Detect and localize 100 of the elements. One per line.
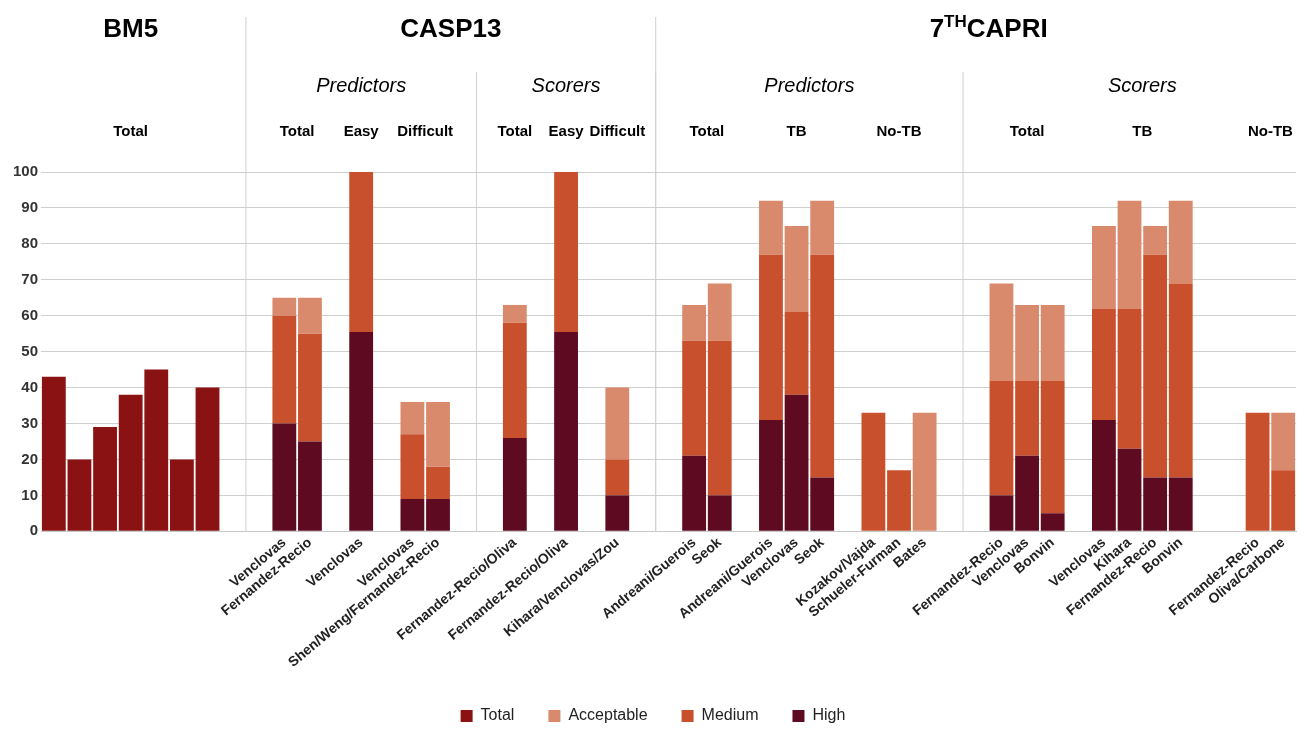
- y-tick-label: 20: [21, 449, 39, 467]
- bar: [1015, 380, 1039, 456]
- bar: [349, 172, 374, 332]
- legend-label: Total: [480, 706, 515, 724]
- y-tick-label: 50: [21, 341, 39, 359]
- bar: [784, 394, 809, 531]
- bar: [784, 225, 809, 313]
- bar: [426, 401, 450, 467]
- text: Difficult: [397, 122, 454, 139]
- y-tick-label: 100: [13, 162, 39, 180]
- bar: [707, 283, 732, 341]
- bar: [1040, 304, 1065, 381]
- bar: [682, 304, 707, 341]
- text: Total: [1009, 122, 1045, 139]
- bar: [682, 455, 707, 531]
- bar: [298, 333, 322, 442]
- text: Total: [279, 122, 315, 139]
- text: TB: [1132, 122, 1153, 139]
- bar: [272, 297, 297, 316]
- y-tick-label: 60: [21, 305, 39, 323]
- bar: [1040, 513, 1065, 531]
- legend-label: Acceptable: [568, 706, 648, 724]
- bar: [1092, 419, 1116, 531]
- bar: [1117, 200, 1142, 309]
- text: TB: [786, 122, 807, 139]
- y-tick-label: 80: [21, 234, 39, 251]
- bar: [169, 459, 194, 531]
- bar: [272, 423, 297, 531]
- bar: [759, 419, 783, 531]
- text: No-TB: [876, 122, 922, 139]
- bar: [272, 315, 297, 424]
- text: Predictors: [316, 74, 407, 96]
- bar: [1143, 254, 1168, 478]
- bar: [1271, 470, 1296, 531]
- bar: [502, 322, 527, 438]
- bar: [707, 340, 732, 496]
- bar: [989, 283, 1014, 381]
- bar: [1040, 380, 1065, 514]
- bar: [605, 459, 630, 496]
- bar: [989, 495, 1014, 531]
- text: Easy: [343, 122, 380, 139]
- bar: [1143, 477, 1168, 531]
- bar: [195, 387, 220, 531]
- bar: [41, 376, 66, 531]
- bar: [1117, 308, 1142, 449]
- bar: [682, 340, 707, 456]
- bar: [400, 434, 425, 499]
- text: Total: [689, 122, 725, 139]
- bar: [1092, 308, 1116, 420]
- bar: [605, 387, 630, 460]
- text: Scorers: [531, 74, 601, 96]
- bar: [759, 254, 783, 420]
- text: No-TB: [1247, 122, 1294, 139]
- text: Predictors: [764, 74, 855, 96]
- text: Total: [113, 122, 149, 139]
- bar: [861, 412, 886, 531]
- bar: [67, 459, 92, 531]
- y-tick-label: 90: [21, 198, 39, 216]
- bar: [989, 380, 1014, 496]
- bar: [1168, 200, 1193, 284]
- text: Scorers: [1107, 74, 1177, 96]
- bar: [1092, 225, 1116, 309]
- bar: [1143, 225, 1168, 255]
- y-tick-label: 40: [21, 377, 39, 395]
- bar: [1271, 412, 1296, 471]
- bar: [1168, 477, 1193, 531]
- y-tick-label: 70: [21, 269, 39, 287]
- bar: [1117, 448, 1142, 531]
- bar: [400, 401, 425, 435]
- bar: [605, 495, 630, 531]
- bar: [810, 477, 835, 531]
- y-tick-label: 0: [29, 521, 39, 539]
- bar: [426, 466, 450, 499]
- legend-label: Medium: [701, 706, 759, 724]
- bar: [887, 470, 911, 531]
- text: Total: [497, 122, 533, 139]
- bar: [1015, 455, 1039, 531]
- bar: [759, 200, 783, 255]
- bar: [502, 437, 527, 531]
- bar: [298, 297, 322, 334]
- bar: [1015, 304, 1039, 381]
- bar: [554, 172, 578, 332]
- bar: [1168, 283, 1193, 478]
- bar: [426, 498, 450, 531]
- bar: [1245, 412, 1270, 531]
- bar: [502, 304, 527, 323]
- bar: [298, 441, 322, 531]
- y-tick-label: 10: [21, 485, 39, 503]
- text: BM5: [103, 13, 159, 43]
- legend-label: High: [812, 706, 846, 724]
- bar: [400, 498, 425, 531]
- bar: [93, 427, 117, 531]
- bar: [912, 412, 937, 531]
- bar: [349, 331, 374, 531]
- bar: [784, 312, 809, 395]
- bar: [810, 200, 835, 255]
- text: Easy: [548, 122, 585, 139]
- text: CASP13: [400, 13, 502, 43]
- y-tick-label: 30: [21, 413, 39, 431]
- bar: [810, 254, 835, 478]
